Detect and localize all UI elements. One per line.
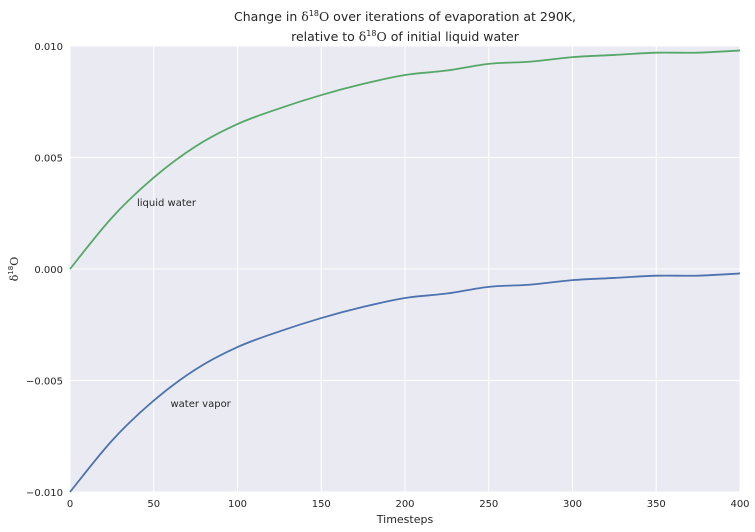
x-axis-label: Timesteps <box>376 513 434 526</box>
x-tick-label: 50 <box>147 499 160 510</box>
ylabel-element: O <box>8 257 21 266</box>
y-tick-label: 0.010 <box>34 42 63 53</box>
title-delta-symbol: δ <box>301 9 309 24</box>
x-tick-label: 0 <box>67 499 73 510</box>
title-superscript: 18 <box>308 9 319 18</box>
y-tick-label: −0.010 <box>26 488 63 499</box>
y-axis-label: δ18O <box>7 257 21 282</box>
title-superscript-2: 18 <box>366 29 377 38</box>
chart-title-line-1: Change in δ18O over iterations of evapor… <box>234 9 576 24</box>
series-lines <box>69 49 741 493</box>
annotation-label: water vapor <box>171 399 232 410</box>
x-tick-label: 200 <box>395 499 414 510</box>
y-tick-label: 0.000 <box>34 265 63 276</box>
series-line-2 <box>69 272 741 493</box>
series-line-1 <box>69 49 741 270</box>
x-tick-label: 100 <box>228 499 247 510</box>
ylabel-sup: 18 <box>7 266 15 275</box>
y-tick-label: −0.005 <box>26 377 63 388</box>
ylabel-delta: δ <box>8 274 21 281</box>
x-tick-label: 150 <box>312 499 331 510</box>
grid-lines <box>69 45 741 493</box>
tick-labels: 0 50 100 150 200 250 300 350 400 −0.010 −0.005 0.00… <box>26 42 750 510</box>
x-tick-label: 350 <box>647 499 666 510</box>
x-tick-label: 250 <box>479 499 498 510</box>
x-tick-label: 300 <box>563 499 582 510</box>
x-tick-label: 400 <box>730 499 749 510</box>
chart-title-line-2: relative to δ18O of initial liquid water <box>291 29 519 44</box>
title-element: O <box>318 9 330 24</box>
title-element-2: O <box>376 29 387 44</box>
annotation-label: liquid water <box>137 198 197 209</box>
y-tick-label: 0.005 <box>34 154 63 165</box>
title-delta-symbol-2: δ <box>358 29 367 44</box>
annotations: liquid water water vapor <box>137 198 232 410</box>
